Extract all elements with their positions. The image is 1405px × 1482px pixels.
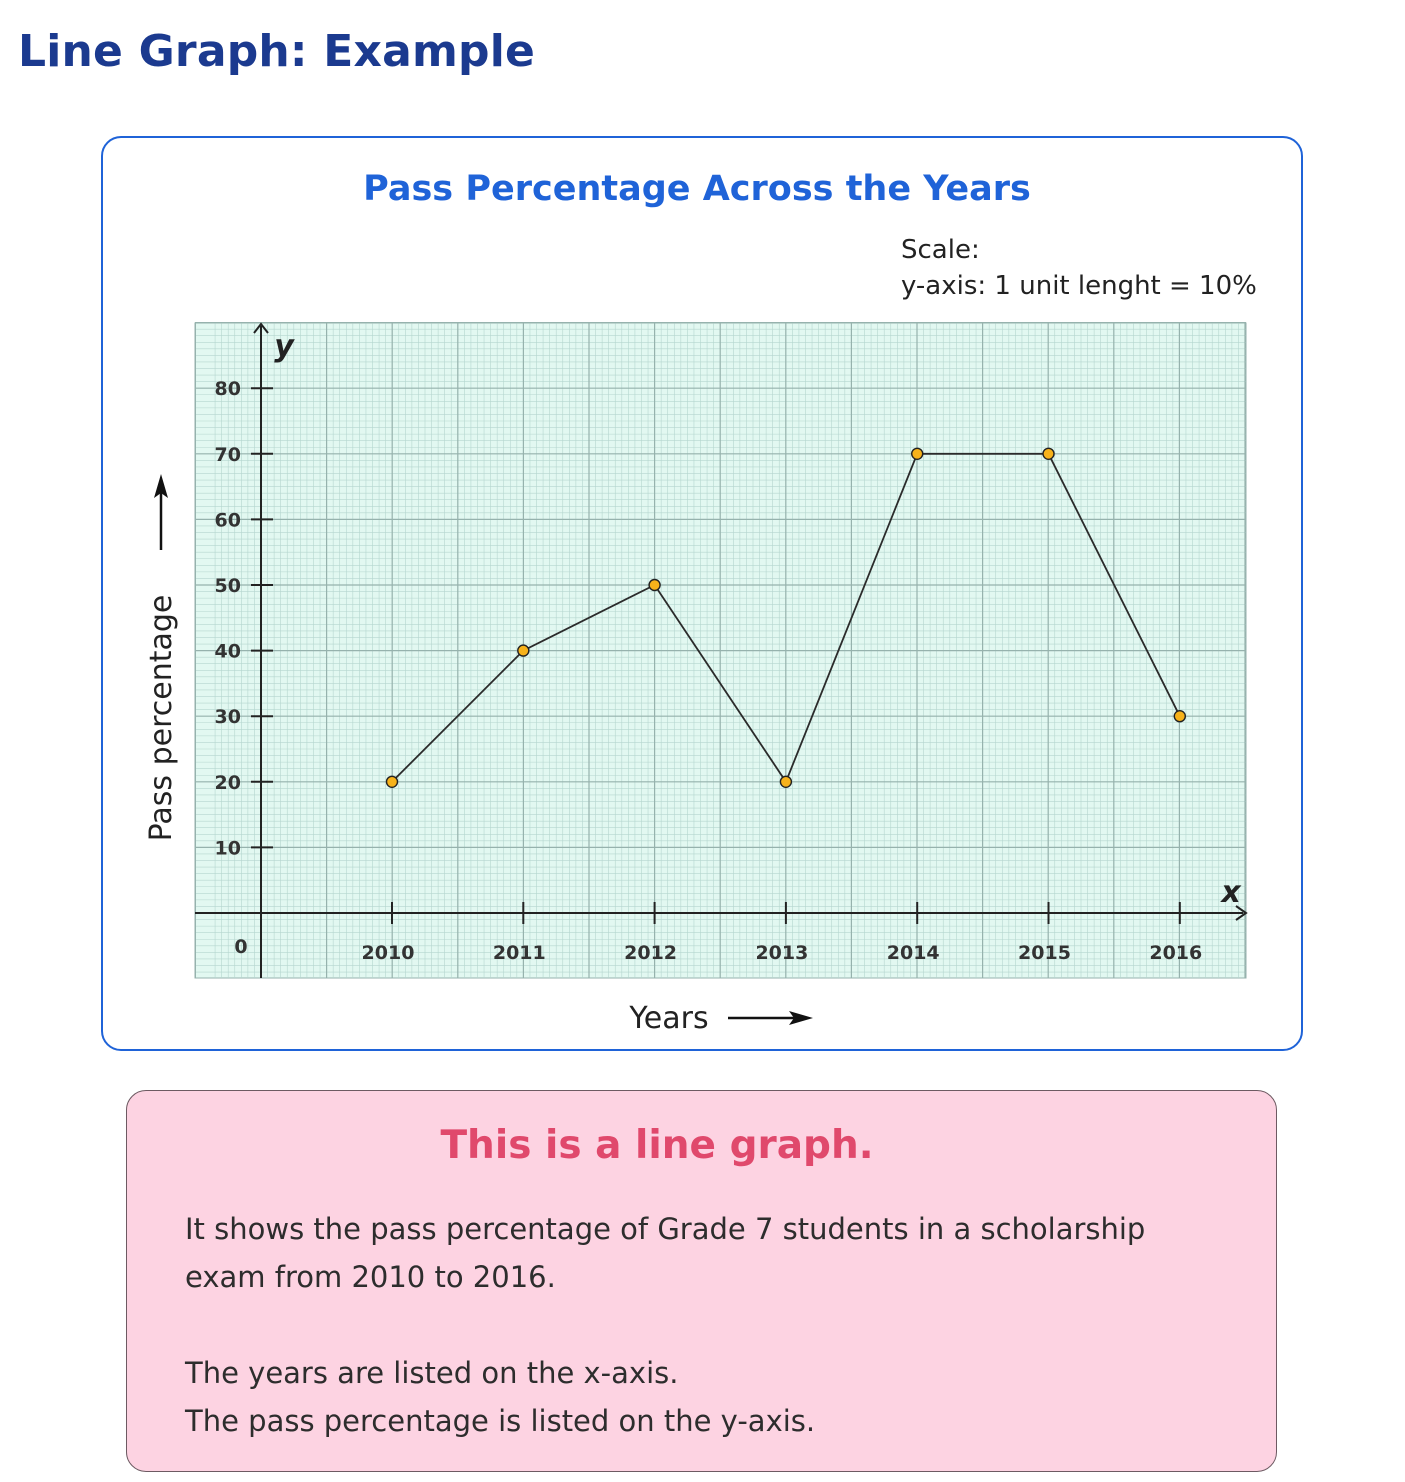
- data-point: [517, 644, 530, 657]
- data-point: [779, 775, 793, 788]
- axes: [195, 322, 1248, 978]
- x-tick-label: 2014: [887, 942, 940, 964]
- info-line: exam from 2010 to 2016.: [185, 1260, 556, 1294]
- series-layer: [385, 447, 1187, 788]
- data-point: [1042, 447, 1055, 460]
- info-line: It shows the pass percentage of Grade 7 …: [185, 1212, 1146, 1246]
- x-tick-label: 2012: [624, 942, 677, 964]
- x-axis-title: Years: [628, 1001, 708, 1036]
- chart-title: Pass Percentage Across the Years: [363, 169, 1031, 209]
- chart-card: Pass Percentage Across the Years Scale: …: [101, 136, 1303, 1051]
- x-axis-arrowhead: [1235, 905, 1248, 921]
- graph-paper-grid: [194, 322, 1247, 979]
- y-tick-label: 70: [215, 444, 241, 466]
- y-tick-label: 20: [215, 772, 241, 794]
- x-tick-label: 2016: [1149, 942, 1202, 964]
- data-point: [385, 775, 399, 788]
- data-point: [911, 447, 924, 460]
- x-tick-label: 2015: [1018, 942, 1071, 964]
- major-gridlines: [194, 322, 1246, 978]
- x-tick-label: 2010: [362, 942, 415, 964]
- y-tick-label: 40: [215, 641, 241, 663]
- info-heading: This is a line graph.: [440, 1123, 874, 1168]
- y-axis-arrow: [154, 474, 168, 550]
- y-tick-label: 80: [215, 378, 241, 400]
- tick-labels: 10 20 30 40 50 60 70 80 2010 2011 2012 2013 2014 2015…: [215, 378, 1203, 964]
- y-tick-label: 60: [215, 509, 241, 531]
- info-line: The pass percentage is listed on the y-a…: [185, 1404, 816, 1438]
- scale-label: Scale:: [901, 235, 980, 265]
- y-tick-label: 30: [215, 706, 241, 728]
- x-tick-label: 2011: [493, 942, 546, 964]
- y-axis-title: Pass percentage: [144, 595, 179, 842]
- page-title: Line Graph: Example: [18, 26, 536, 77]
- y-tick-label: 50: [215, 575, 241, 597]
- line-chart: Pass Percentage Across the Years Scale: …: [144, 169, 1257, 1036]
- y-tick-label: 10: [215, 837, 241, 859]
- data-point: [1173, 710, 1187, 723]
- info-line: The years are listed on the x-axis.: [185, 1356, 679, 1390]
- info-box: This is a line graph. It shows the pass …: [126, 1090, 1277, 1472]
- x-axis-symbol: x: [1219, 875, 1242, 910]
- y-axis-arrowhead: [253, 322, 269, 334]
- x-tick-label: 2013: [755, 942, 808, 964]
- origin-label: 0: [234, 936, 247, 958]
- x-axis-arrow: [728, 1011, 813, 1025]
- data-point: [648, 578, 661, 592]
- y-axis-symbol: y: [274, 329, 295, 364]
- scale-text: y-axis: 1 unit lenght = 10%: [901, 271, 1257, 301]
